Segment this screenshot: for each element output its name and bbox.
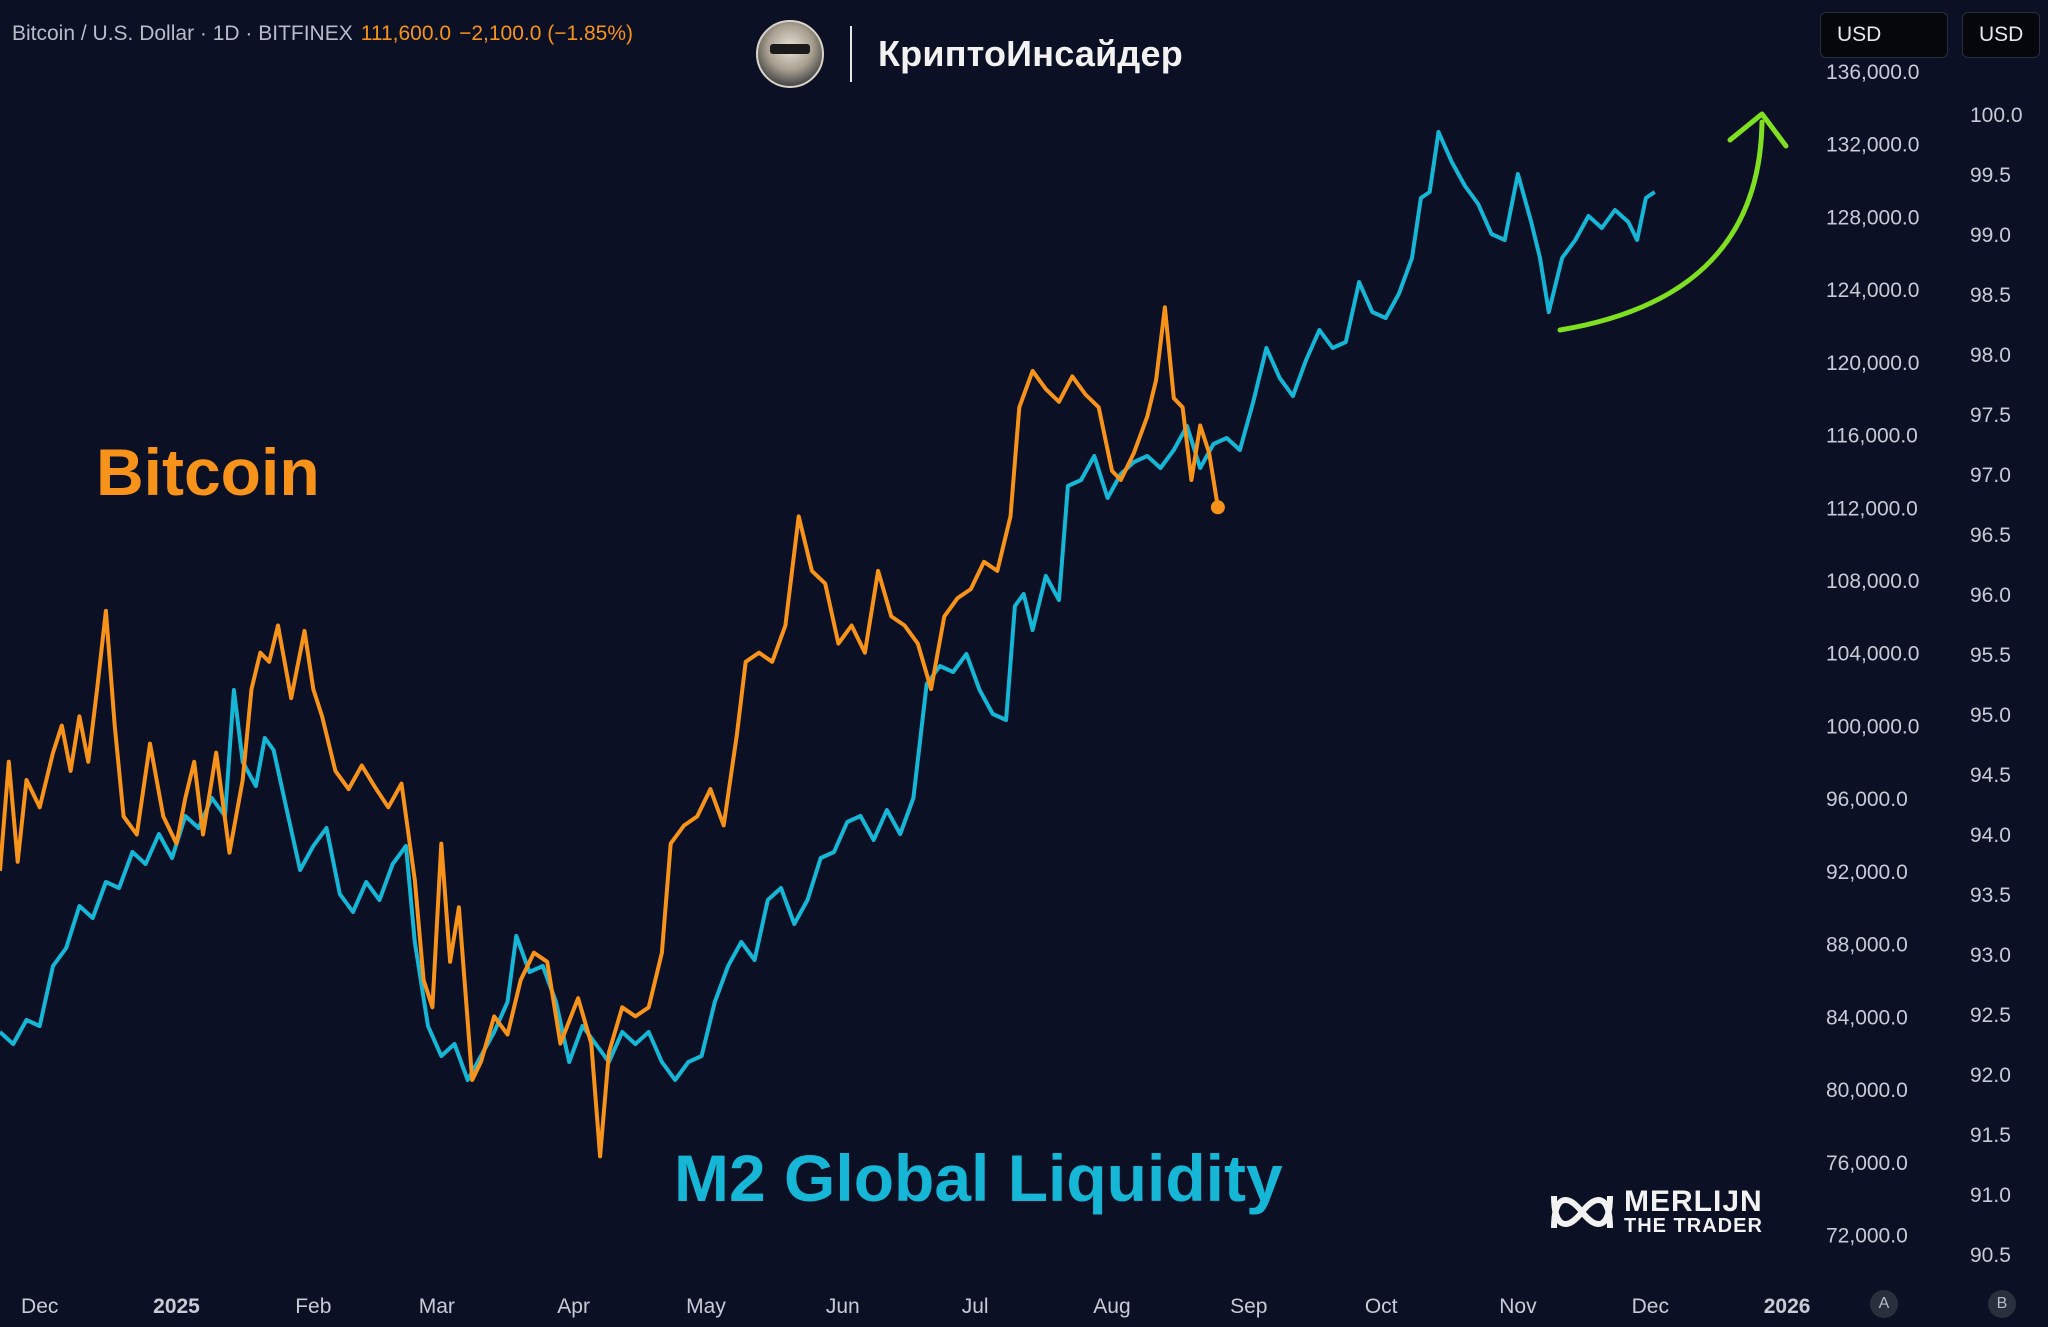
x-axis-tick-label: Jul: [962, 1295, 989, 1318]
currency-button-left[interactable]: USD: [1820, 12, 1948, 58]
right-axis-tick-label: 96.0: [1970, 584, 2011, 607]
right-axis-tick-label: 97.5: [1970, 404, 2011, 427]
left-axis-tick-label: 76,000.0: [1826, 1152, 1908, 1175]
left-axis-tick-label: 104,000.0: [1826, 643, 1919, 666]
right-axis-tick-label: 94.5: [1970, 764, 2011, 787]
left-axis-tick-label: 112,000.0: [1826, 497, 1918, 520]
right-axis-tick-label: 100.0: [1970, 104, 2023, 127]
left-axis-tick-label: 100,000.0: [1826, 715, 1919, 738]
right-axis-tick-label: 93.0: [1970, 944, 2011, 967]
right-axis-tick-label: 90.5: [1970, 1244, 2011, 1267]
merlijn-subtitle: THE TRADER: [1624, 1215, 1763, 1237]
symbol-title: Bitcoin / U.S. Dollar · 1D · BITFINEX: [12, 22, 353, 45]
right-axis-tick-label: 97.0: [1970, 464, 2011, 487]
last-price: 111,600.0: [360, 22, 452, 45]
left-axis-tick-label: 108,000.0: [1826, 570, 1919, 593]
right-axis-tick-label: 91.5: [1970, 1124, 2011, 1147]
merlijn-logo-icon: [1551, 1195, 1613, 1229]
right-axis-tick-label: 95.5: [1970, 644, 2011, 667]
x-axis-tick-label: 2026: [1764, 1295, 1811, 1318]
left-axis-tick-label: 80,000.0: [1826, 1079, 1908, 1102]
currency-button-right[interactable]: USD: [1962, 12, 2040, 58]
arrow-shaft: [1557, 119, 1765, 333]
left-axis-tick-label: 128,000.0: [1826, 206, 1919, 229]
right-axis-tick-label: 98.5: [1970, 284, 2011, 307]
arrow-head: [1727, 111, 1789, 149]
right-axis-tick-label: 92.5: [1970, 1004, 2011, 1027]
x-axis-tick-label: May: [686, 1295, 726, 1318]
right-axis-tick-label: 93.5: [1970, 884, 2011, 907]
m2-series-line: [0, 130, 1656, 1082]
merlijn-name: MERLIJN: [1624, 1185, 1763, 1218]
x-axis-tick-label: Aug: [1093, 1295, 1130, 1318]
x-axis-tick-label: Apr: [557, 1295, 590, 1318]
x-axis-tick-label: Oct: [1365, 1295, 1398, 1318]
x-axis-tick-label: Mar: [419, 1295, 455, 1318]
m2-series-label: M2 Global Liquidity: [674, 1141, 1283, 1215]
left-axis-tick-label: 84,000.0: [1826, 1006, 1908, 1029]
symbol-header: Bitcoin / U.S. Dollar · 1D · BITFINEX 111…: [12, 22, 633, 46]
x-axis-tick-label: 2025: [153, 1295, 200, 1318]
scale-b-button[interactable]: B: [1988, 1290, 2016, 1318]
right-axis-tick-label: 91.0: [1970, 1184, 2011, 1207]
x-axis-tick-label: Dec: [1632, 1295, 1669, 1318]
right-axis-tick-label: 96.5: [1970, 524, 2011, 547]
bitcoin-series-label: Bitcoin: [96, 435, 320, 509]
left-axis-tick-label: 120,000.0: [1826, 352, 1919, 375]
merlijn-watermark: MERLIJN THE TRADER: [1548, 1185, 1763, 1237]
brand-divider: [850, 26, 852, 82]
brand-logo: КриптоИнсайдер: [756, 18, 1183, 90]
left-axis-tick-label: 96,000.0: [1826, 788, 1908, 811]
right-axis-tick-label: 92.0: [1970, 1064, 2011, 1087]
uptrend-arrow: [1557, 111, 1789, 333]
x-axis-tick-label: Feb: [295, 1295, 331, 1318]
avatar: [756, 20, 824, 88]
x-axis-tick-label: Dec: [21, 1295, 58, 1318]
left-axis-tick-label: 132,000.0: [1826, 134, 1919, 157]
left-axis-tick-label: 136,000.0: [1826, 61, 1919, 84]
left-axis-tick-label: 88,000.0: [1826, 934, 1908, 957]
x-axis-tick-label: Sep: [1230, 1295, 1267, 1318]
x-axis-tick-label: Nov: [1499, 1295, 1537, 1318]
right-axis-tick-label: 99.5: [1970, 164, 2011, 187]
right-axis-tick-label: 99.0: [1970, 224, 2011, 247]
brand-name: КриптоИнсайдер: [878, 33, 1183, 74]
left-axis-tick-label: 92,000.0: [1826, 861, 1908, 884]
price-change: −2,100.0 (−1.85%): [459, 22, 634, 45]
left-axis-tick-label: 124,000.0: [1826, 279, 1919, 302]
left-axis-tick-label: 116,000.0: [1826, 425, 1918, 448]
bitcoin-series-line: [0, 305, 1220, 1159]
x-axis-tick-label: Jun: [826, 1295, 860, 1318]
auto-scale-button[interactable]: A: [1870, 1290, 1898, 1318]
bitcoin-last-point: [1210, 500, 1225, 515]
right-axis-tick-label: 95.0: [1970, 704, 2011, 727]
left-axis-tick-label: 72,000.0: [1826, 1225, 1908, 1248]
right-axis-tick-label: 98.0: [1970, 344, 2011, 367]
right-axis-tick-label: 94.0: [1970, 824, 2011, 847]
